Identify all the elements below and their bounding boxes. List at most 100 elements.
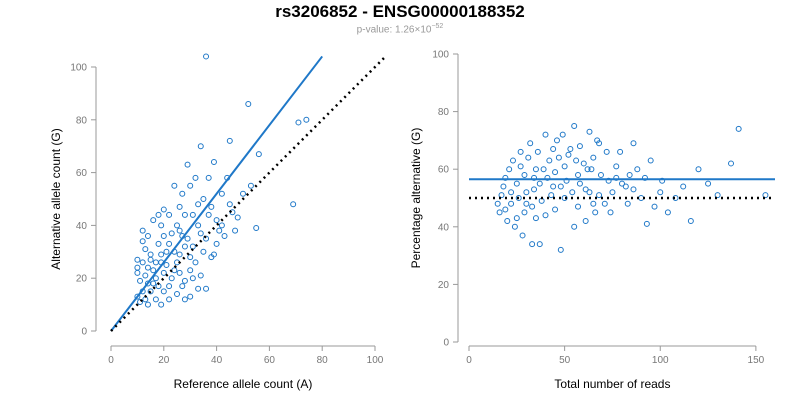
data-point (571, 223, 578, 230)
data-point (529, 203, 536, 210)
data-point (247, 182, 254, 189)
data-point (134, 293, 141, 300)
data-point (576, 180, 583, 187)
data-point (137, 298, 144, 305)
x-tick-label: 40 (211, 355, 223, 366)
data-point (189, 211, 196, 218)
data-point (592, 209, 599, 216)
data-point (508, 200, 515, 207)
data-point (502, 174, 509, 181)
data-point (226, 137, 233, 144)
data-point (529, 241, 536, 248)
data-point (158, 222, 165, 229)
data-point (521, 171, 528, 178)
data-point (714, 192, 721, 199)
data-point (144, 301, 151, 308)
data-point (197, 272, 204, 279)
data-point (619, 180, 625, 187)
data-point (601, 200, 608, 207)
data-point (680, 183, 687, 190)
data-point (134, 256, 141, 263)
data-point (565, 151, 572, 158)
data-point (181, 296, 188, 303)
data-point (584, 166, 591, 173)
data-point (203, 285, 210, 292)
y-tick-label: 80 (76, 115, 88, 126)
data-point (187, 267, 194, 274)
data-point (187, 182, 194, 189)
data-point (638, 195, 645, 201)
data-point (586, 189, 593, 196)
data-point (634, 166, 641, 173)
data-point (142, 272, 149, 279)
data-point (517, 148, 524, 155)
data-point (218, 190, 225, 197)
data-point (195, 222, 202, 229)
data-point (567, 146, 574, 153)
data-point (155, 211, 162, 218)
right-scatter-panel: 0 50 100 150 0 20 40 60 80 100 Total number of rea… (409, 50, 775, 391)
data-point (504, 218, 511, 225)
data-point (553, 137, 560, 144)
data-point (139, 259, 146, 266)
data-point (580, 160, 587, 167)
data-point (155, 240, 162, 247)
data-point (563, 177, 570, 184)
data-point (234, 214, 241, 221)
data-point (624, 200, 631, 207)
p-value-text: p-value: 1.26×10 (356, 24, 432, 36)
data-point (195, 201, 202, 208)
fit-line (110, 55, 323, 332)
data-point (290, 201, 297, 208)
data-point (513, 215, 520, 222)
data-point (240, 190, 246, 197)
data-point (179, 190, 186, 197)
data-point (552, 169, 559, 176)
data-point (630, 140, 637, 147)
data-point (613, 163, 620, 170)
data-point (253, 225, 260, 232)
data-point (590, 154, 597, 161)
data-point (643, 220, 650, 227)
data-point (532, 215, 539, 222)
data-point (613, 174, 620, 181)
y-tick-label: 100 (432, 50, 449, 61)
data-point (176, 269, 183, 276)
data-point (664, 209, 671, 216)
data-point (540, 166, 547, 173)
data-point (181, 277, 188, 284)
data-point (534, 148, 541, 155)
data-point (184, 161, 191, 168)
data-point (189, 275, 196, 282)
x-axis-label: Reference allele count (A) (174, 377, 313, 391)
data-point (134, 269, 141, 276)
data-point (152, 296, 159, 303)
data-point (575, 203, 582, 210)
data-point (651, 203, 658, 210)
data-point (139, 227, 146, 234)
data-point (527, 140, 534, 147)
data-point (152, 275, 159, 282)
data-point (187, 254, 194, 261)
data-point (179, 283, 186, 290)
data-point (295, 119, 302, 126)
data-point (523, 200, 530, 207)
data-point (174, 222, 180, 229)
data-point (166, 240, 173, 247)
data-point (517, 163, 524, 170)
data-point (195, 285, 202, 292)
data-point (150, 217, 157, 224)
data-point (494, 200, 501, 207)
data-point (607, 209, 614, 216)
data-point (150, 280, 157, 287)
data-point (205, 211, 212, 218)
y-tick-label: 0 (443, 338, 449, 349)
y-axis-label: Percentage alternative (G) (409, 128, 423, 269)
data-point (158, 251, 165, 258)
data-point (550, 146, 557, 153)
data-point (659, 177, 666, 184)
x-tick-label: 80 (317, 355, 329, 366)
x-tick-label: 60 (264, 355, 276, 366)
y-axis-label: Alternative allele count (G) (49, 128, 63, 269)
y-tick-label: 40 (438, 222, 450, 233)
